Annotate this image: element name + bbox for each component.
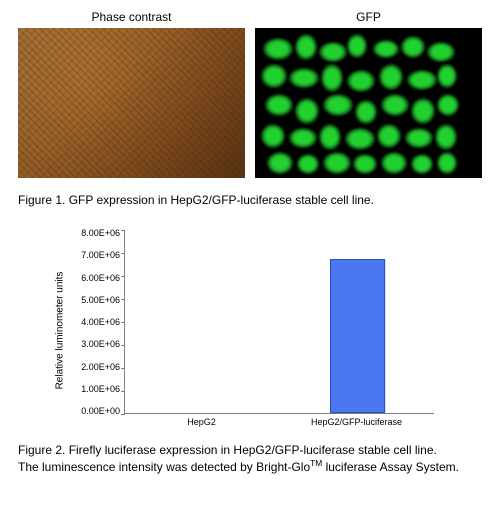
gfp-blob [437,64,457,88]
y-tick-label: 2.00E+06 [81,362,120,372]
figure1-right-label: GFP [356,10,381,24]
plot-area [124,230,434,414]
gfp-blob [437,94,459,116]
figure1-caption: Figure 1. GFP expression in HepG2/GFP-lu… [18,192,482,208]
y-axis-label: Relative luminometer units [55,271,66,389]
y-tick-label: 7.00E+06 [81,250,120,260]
gfp-blob [267,152,293,174]
gfp-blob [381,94,409,116]
gfp-blob [289,68,319,88]
figure2-caption-line2-post: luciferase Assay System. [322,460,459,474]
gfp-blob [265,94,293,116]
figure2-caption-line1: Figure 2. Firefly luciferase expression … [18,443,437,457]
gfp-blob [295,98,319,124]
figure1-left-col: Phase contrast [18,10,245,178]
gfp-blob [263,38,293,60]
figure2: Relative luminometer units 8.00E+06 7.00E… [18,230,482,430]
y-tick-label: 4.00E+06 [81,317,120,327]
gfp-blob [295,34,317,60]
gfp-blob [319,42,347,62]
y-tick-mark [121,368,125,369]
gfp-image [255,28,482,178]
bar-hepg2-gfp-luciferase [330,259,386,413]
figure1-panels: Phase contrast GFP [18,10,482,178]
gfp-blob [347,70,375,92]
trademark-symbol: TM [310,458,322,468]
gfp-blob [355,100,377,124]
gfp-blob [377,124,401,148]
y-axis-label-col: Relative luminometer units [52,230,68,430]
gfp-blob [323,94,353,116]
y-tick-mark [121,322,125,323]
gfp-blob [373,40,399,58]
y-tick-label: 8.00E+06 [81,228,120,238]
gfp-blob [411,154,433,174]
gfp-blob [405,128,433,148]
x-axis-labels: HepG2 HepG2/GFP-luciferase [124,414,434,430]
figure1-right-col: GFP [255,10,482,178]
y-tick-mark [121,253,125,254]
gfp-blob [297,154,319,174]
y-tick-label: 1.00E+06 [81,384,120,394]
gfp-blob [379,64,403,90]
y-tick-mark [121,345,125,346]
gfp-blob [381,152,407,174]
gfp-blob [319,124,341,150]
figure2-caption: Figure 2. Firefly luciferase expression … [18,442,482,475]
gfp-blob [407,70,437,90]
plot-column: HepG2 HepG2/GFP-luciferase [124,230,482,430]
x-tick-label: HepG2/GFP-luciferase [311,417,402,427]
gfp-blob [435,124,457,150]
phase-contrast-image [18,28,245,178]
y-tick-label: 6.00E+06 [81,273,120,283]
gfp-blob [347,34,367,58]
y-tick-mark [121,230,125,231]
gfp-blob [261,124,285,148]
y-tick-mark [121,299,125,300]
gfp-blob [321,64,343,92]
gfp-blob [411,98,435,124]
x-tick-label: HepG2 [187,417,216,427]
y-tick-label: 3.00E+06 [81,339,120,349]
figure1-left-label: Phase contrast [91,10,171,24]
gfp-blob [427,42,455,62]
gfp-blob [401,36,425,58]
gfp-blob [345,128,375,150]
gfp-blob [353,154,377,174]
y-tick-label: 5.00E+06 [81,295,120,305]
gfp-blob [289,128,317,148]
gfp-blob [323,152,351,174]
y-tick-mark [121,276,125,277]
gfp-blob [437,152,457,174]
figure2-caption-line2-pre: The luminescence intensity was detected … [18,460,310,474]
y-tick-mark [121,391,125,392]
y-axis-ticks: 8.00E+06 7.00E+06 6.00E+06 5.00E+06 4.00E+06… [68,228,124,416]
y-tick-label: 0.00E+00 [81,406,120,416]
gfp-blob [261,64,287,88]
luciferase-chart: Relative luminometer units 8.00E+06 7.00E… [52,230,482,430]
